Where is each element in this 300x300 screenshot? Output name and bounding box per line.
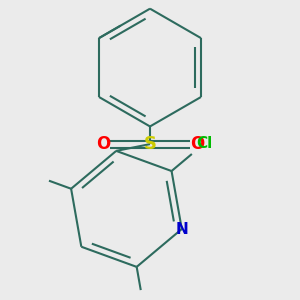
Text: S: S — [143, 135, 157, 153]
Text: O: O — [96, 135, 110, 153]
Text: N: N — [176, 221, 188, 236]
Text: O: O — [190, 135, 204, 153]
Text: Cl: Cl — [196, 136, 212, 151]
